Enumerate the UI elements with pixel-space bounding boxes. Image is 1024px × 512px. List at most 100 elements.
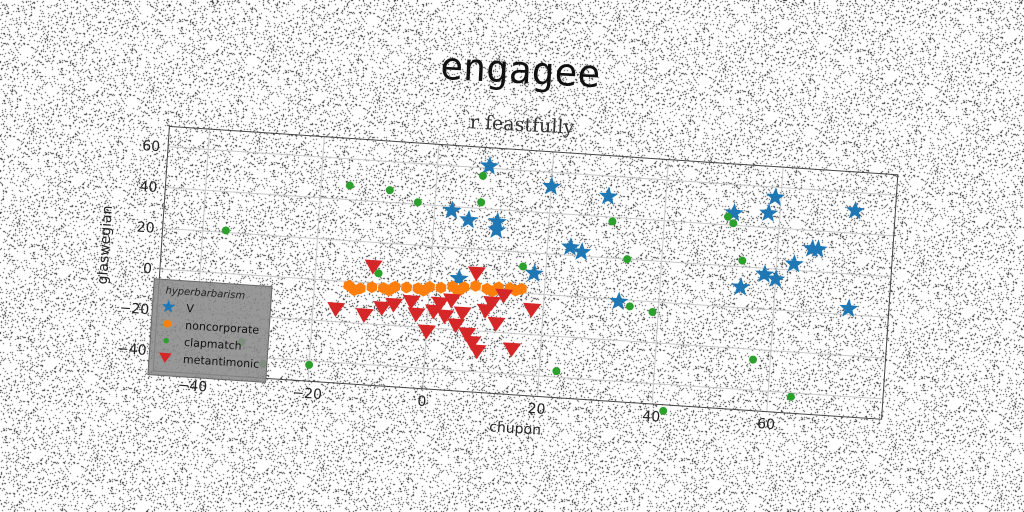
y-axis-label: glaswegian <box>95 205 116 285</box>
data-point-metantimonic <box>443 293 462 309</box>
y-tick-label: −40 <box>116 341 147 359</box>
legend-label-clapmatch: clapmatch <box>184 336 242 353</box>
data-point-v <box>524 263 544 282</box>
data-point-v <box>845 200 865 220</box>
grid-line-y <box>168 146 897 196</box>
data-point-clapmatch <box>519 262 528 271</box>
data-point-noncorporate <box>435 281 447 294</box>
data-point-v <box>808 239 828 258</box>
data-point-v <box>480 156 500 175</box>
legend-label-noncorporate: noncorporate <box>185 319 260 337</box>
data-point-metantimonic <box>417 324 436 340</box>
data-point-clapmatch <box>478 171 487 180</box>
data-point-metantimonic <box>523 302 542 318</box>
data-point-noncorporate <box>348 284 360 297</box>
data-point-v <box>572 242 592 261</box>
data-point-noncorporate <box>383 284 395 297</box>
data-point-metantimonic <box>463 335 482 351</box>
data-point-metantimonic <box>447 318 466 334</box>
data-point-clapmatch <box>738 256 747 265</box>
data-point-v <box>542 176 562 196</box>
data-point-v <box>766 269 786 288</box>
grid <box>154 129 897 412</box>
y-tick-label: 60 <box>142 138 161 155</box>
data-point-metantimonic <box>503 342 522 358</box>
y-tick-label: −20 <box>119 300 150 318</box>
data-point-clapmatch <box>786 392 795 401</box>
x-tick-label: 20 <box>527 401 546 418</box>
data-point-metantimonic <box>431 296 450 312</box>
data-point-v <box>442 200 462 220</box>
data-point-v <box>609 291 629 310</box>
data-point-metantimonic <box>467 266 486 282</box>
legend-label-metantimonic: metantimonic <box>183 353 260 371</box>
x-tick-label: 40 <box>642 408 661 425</box>
y-tick-label: 40 <box>139 179 158 196</box>
data-point-noncorporate <box>487 285 498 298</box>
x-axis-label: chupon <box>489 419 542 438</box>
legend: hyperbarbarism Vnoncorporateclapmatchmet… <box>147 278 273 383</box>
data-point-noncorporate <box>401 281 412 294</box>
x-tick-label: −40 <box>177 378 208 396</box>
data-point-clapmatch <box>552 367 561 376</box>
legend-marker-v <box>161 299 176 313</box>
data-point-metantimonic <box>327 302 346 317</box>
data-point-noncorporate <box>452 284 464 297</box>
data-point-noncorporate <box>510 284 522 297</box>
data-point-clapmatch <box>659 406 668 415</box>
data-point-metantimonic <box>468 344 487 360</box>
grid-line-x <box>651 159 669 405</box>
x-tick-label: −20 <box>292 385 323 403</box>
data-point-clapmatch <box>221 226 230 235</box>
y-tick-label: 20 <box>136 220 155 237</box>
data-point-clapmatch <box>305 360 314 369</box>
legend-marker-metantimonic <box>159 352 172 363</box>
grid-line-x <box>307 136 325 382</box>
data-point-noncorporate <box>470 279 482 292</box>
legend-label-v: V <box>186 302 195 316</box>
data-point-v <box>839 298 859 318</box>
data-point-clapmatch <box>374 269 383 278</box>
legend-marker-clapmatch <box>163 337 170 344</box>
legend-marker-noncorporate <box>163 319 172 328</box>
axis-ticks: −40 −20 0 20 40 60 −40 −20 0 20 40 60 <box>116 138 775 433</box>
y-tick-label: 0 <box>142 261 152 278</box>
data-point-v <box>784 254 804 273</box>
data-point-v <box>755 264 775 283</box>
data-point-metantimonic <box>487 316 506 332</box>
data-point-clapmatch <box>648 307 657 316</box>
legend-box <box>147 278 273 383</box>
grid-line-x <box>766 167 784 412</box>
data-point-metantimonic <box>436 309 455 325</box>
data-point-metantimonic <box>364 259 383 275</box>
data-point-metantimonic <box>453 306 472 322</box>
grid-line-y <box>157 309 886 359</box>
data-point-clapmatch <box>623 255 632 264</box>
data-point-v <box>759 203 779 222</box>
data-point-noncorporate <box>366 281 378 294</box>
data-point-v <box>487 220 507 239</box>
grid-line-x <box>536 151 555 397</box>
data-point-metantimonic <box>483 296 502 311</box>
data-point-clapmatch <box>413 198 422 207</box>
data-point-clapmatch <box>385 186 394 195</box>
data-point-v <box>459 209 479 229</box>
data-point-v <box>766 187 786 206</box>
data-point-clapmatch <box>477 198 486 207</box>
data-point-clapmatch <box>723 212 732 221</box>
data-point-metantimonic <box>407 307 426 323</box>
data-point-metantimonic <box>495 288 514 304</box>
x-tick-label: 0 <box>417 393 427 410</box>
data-point-v <box>599 186 619 205</box>
data-point-metantimonic <box>373 301 392 316</box>
data-point-clapmatch <box>625 302 634 311</box>
data-point-clapmatch <box>608 217 617 226</box>
grid-line-y <box>162 227 892 278</box>
data-point-clapmatch <box>749 355 758 364</box>
data-point-metantimonic <box>385 297 404 313</box>
data-point-clapmatch <box>345 181 354 190</box>
